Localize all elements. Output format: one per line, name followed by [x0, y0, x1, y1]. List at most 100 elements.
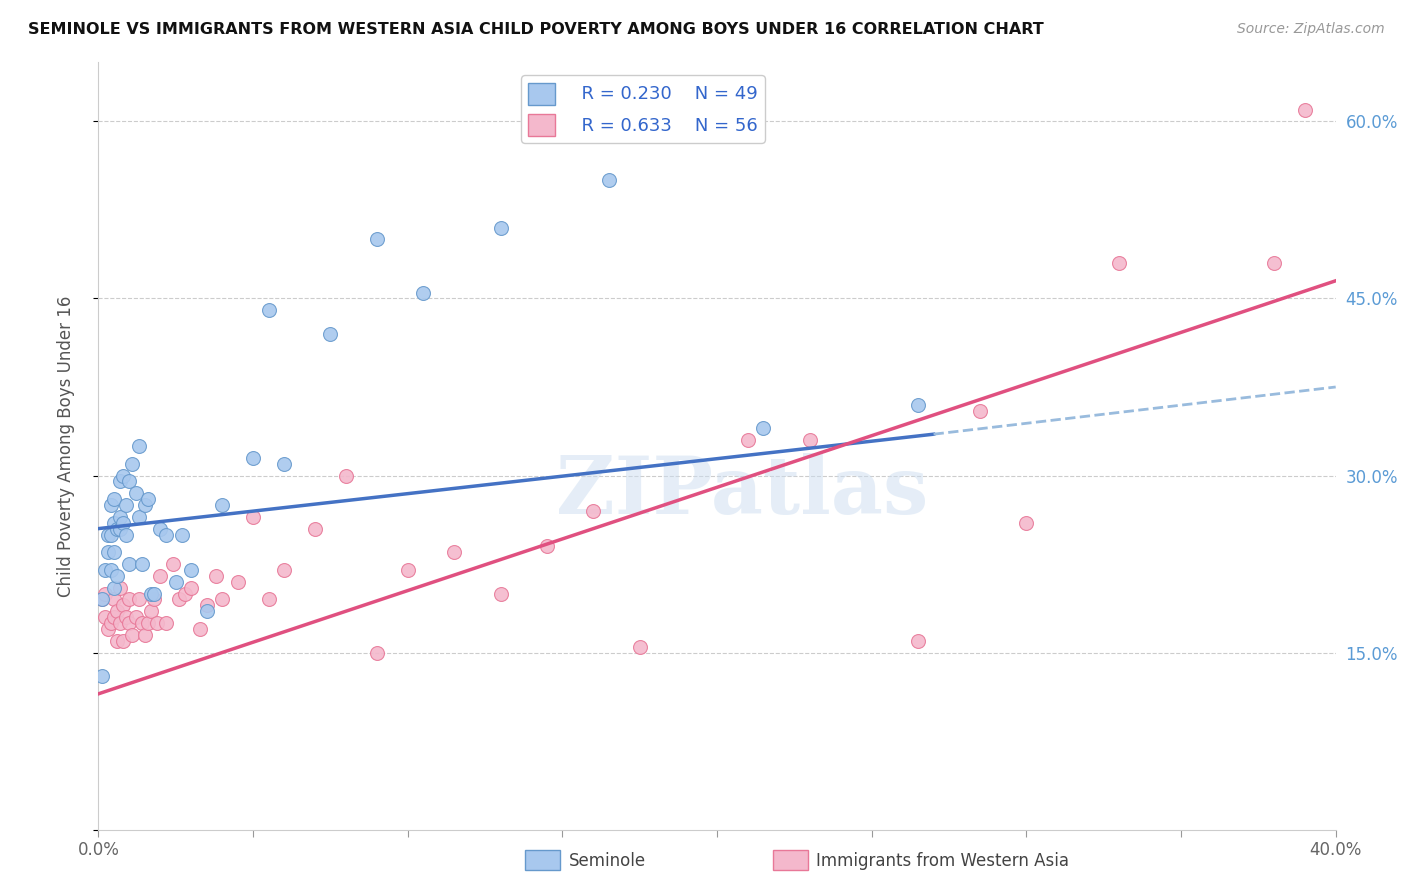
Text: ZIPatlas: ZIPatlas	[555, 453, 928, 531]
Point	[1263, 256, 1285, 270]
Point	[304, 522, 326, 536]
Point	[598, 173, 620, 187]
Point	[97, 527, 120, 541]
Point	[105, 604, 128, 618]
Point	[118, 592, 141, 607]
Y-axis label: Child Poverty Among Boys Under 16: Child Poverty Among Boys Under 16	[56, 295, 75, 597]
Point	[134, 498, 156, 512]
Point	[112, 599, 135, 613]
Point	[139, 604, 162, 618]
Point	[115, 610, 138, 624]
Legend:   R = 0.230    N = 49,   R = 0.633    N = 56: R = 0.230 N = 49, R = 0.633 N = 56	[522, 75, 765, 143]
Point	[139, 586, 162, 600]
Point	[366, 232, 388, 246]
Point	[799, 433, 821, 447]
Point	[115, 498, 138, 512]
Point	[165, 574, 187, 589]
Point	[121, 457, 143, 471]
Point	[443, 545, 465, 559]
Point	[121, 628, 143, 642]
Point	[128, 439, 150, 453]
Point	[136, 615, 159, 630]
Point	[489, 220, 512, 235]
Point	[105, 522, 128, 536]
Point	[143, 586, 166, 600]
Point	[170, 527, 193, 541]
Point	[146, 615, 169, 630]
Point	[100, 563, 122, 577]
Point	[211, 592, 233, 607]
Point	[143, 592, 166, 607]
Point	[752, 421, 775, 435]
Point	[907, 633, 929, 648]
Point	[536, 539, 558, 553]
Point	[131, 615, 153, 630]
Point	[134, 628, 156, 642]
Point	[273, 457, 295, 471]
Point	[242, 509, 264, 524]
Point	[108, 522, 131, 536]
Point	[112, 468, 135, 483]
Text: Source: ZipAtlas.com: Source: ZipAtlas.com	[1237, 22, 1385, 37]
Point	[112, 633, 135, 648]
Point	[108, 615, 131, 630]
Point	[412, 285, 434, 300]
Point	[366, 646, 388, 660]
Point	[108, 475, 131, 489]
Point	[93, 563, 115, 577]
Point	[103, 610, 125, 624]
Point	[167, 592, 190, 607]
Point	[103, 581, 125, 595]
Text: Seminole: Seminole	[568, 852, 645, 870]
Point	[257, 303, 280, 318]
Point	[1108, 256, 1130, 270]
Point	[273, 563, 295, 577]
Point	[396, 563, 419, 577]
Point	[90, 592, 112, 607]
Point	[155, 615, 177, 630]
Point	[118, 475, 141, 489]
Point	[155, 527, 177, 541]
Point	[90, 669, 112, 683]
Point	[628, 640, 651, 654]
Point	[242, 450, 264, 465]
Point	[108, 509, 131, 524]
Point	[103, 592, 125, 607]
Point	[118, 557, 141, 571]
Point	[115, 527, 138, 541]
Point	[211, 498, 233, 512]
Point	[174, 586, 197, 600]
Point	[335, 468, 357, 483]
Point	[93, 586, 115, 600]
Point	[162, 557, 184, 571]
Point	[136, 492, 159, 507]
Point	[226, 574, 249, 589]
Point	[180, 581, 202, 595]
Point	[90, 592, 112, 607]
Point	[1294, 103, 1316, 117]
Point	[489, 586, 512, 600]
Point	[128, 509, 150, 524]
Point	[319, 326, 342, 341]
Point	[105, 633, 128, 648]
Point	[128, 592, 150, 607]
Point	[118, 615, 141, 630]
Point	[124, 486, 146, 500]
Point	[105, 569, 128, 583]
Point	[180, 563, 202, 577]
Point	[131, 557, 153, 571]
Point	[582, 504, 605, 518]
Point	[907, 398, 929, 412]
Point	[149, 569, 172, 583]
Point	[100, 498, 122, 512]
Point	[190, 622, 212, 636]
Point	[969, 403, 991, 417]
Point	[124, 610, 146, 624]
Point	[205, 569, 228, 583]
Point	[149, 522, 172, 536]
Point	[103, 545, 125, 559]
Point	[195, 604, 218, 618]
Point	[93, 610, 115, 624]
Point	[257, 592, 280, 607]
Point	[195, 599, 218, 613]
